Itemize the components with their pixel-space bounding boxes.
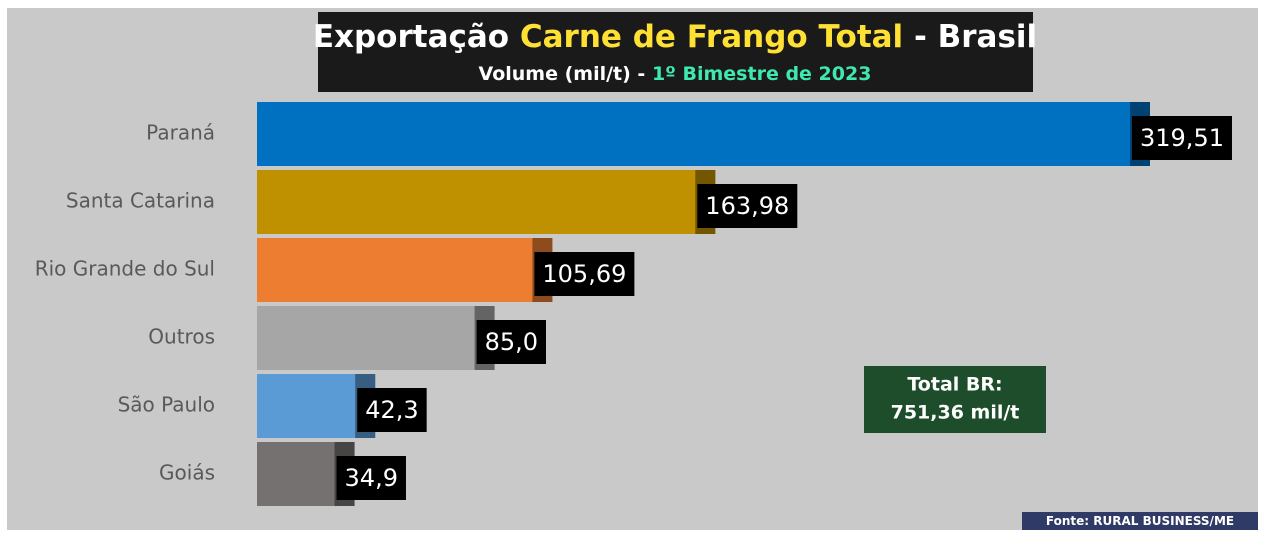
value-label-box [336, 456, 406, 500]
title-part: Carne de Frango Total [520, 19, 903, 55]
value-label: 163,98 [705, 192, 789, 220]
value-label: 319,51 [1140, 124, 1224, 152]
value-label-box [1132, 116, 1232, 160]
title-part: Exportação [313, 19, 509, 55]
bar [257, 102, 1150, 166]
annotation: 751,36 mil/t [891, 402, 1020, 424]
category-label: Goiás [159, 461, 215, 485]
category-label: Rio Grande do Sul [35, 257, 215, 281]
value-label-box [476, 320, 547, 364]
value-label-box [357, 388, 427, 432]
title-part: - Brasil [914, 19, 1037, 55]
subtitle-part: Volume (mil/t) - [479, 63, 646, 85]
annotation-box [864, 366, 1046, 433]
subtitle-part: 1º Bimestre de 2023 [652, 63, 871, 85]
value-label-box [697, 184, 798, 228]
bar [257, 170, 716, 234]
category-label: Paraná [146, 121, 215, 145]
value-label: 85,0 [485, 328, 538, 356]
value-label: 42,3 [365, 396, 418, 424]
annotation: Total BR: [907, 374, 1002, 396]
bar [257, 306, 495, 370]
value-label: 105,69 [542, 260, 626, 288]
chart-title: Exportação Carne de Frango Total - Brasi… [313, 19, 1037, 55]
category-label: Outros [148, 325, 215, 349]
value-label-box [534, 252, 635, 296]
source: Fonte: RURAL BUSINESS/ME [1046, 514, 1234, 528]
category-label: São Paulo [118, 393, 215, 417]
chart-subtitle: Volume (mil/t) - 1º Bimestre de 2023 [479, 63, 872, 85]
category-label: Santa Catarina [66, 189, 215, 213]
value-label: 34,9 [345, 464, 398, 492]
bar [257, 238, 553, 302]
source-box [1022, 512, 1258, 530]
title-box [318, 12, 1033, 92]
